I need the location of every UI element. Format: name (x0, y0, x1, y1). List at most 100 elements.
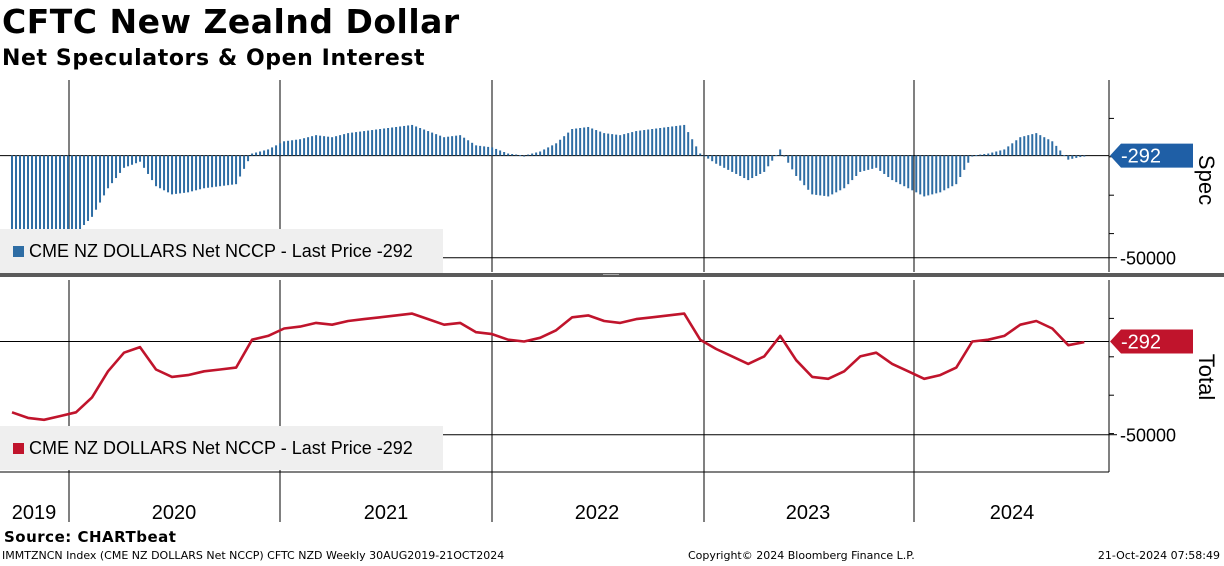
spec-bar (1035, 133, 1038, 156)
spec-bar (595, 130, 598, 156)
spec-bar (875, 155, 878, 168)
spec-bar (1019, 137, 1022, 156)
spec-bar (103, 155, 106, 196)
spec-bar (511, 154, 514, 156)
spec-bar (939, 155, 942, 193)
spec-bar (1027, 135, 1030, 156)
spec-bar (311, 136, 314, 156)
x-tick-label: 2022 (575, 502, 620, 524)
spec-bar (39, 155, 42, 241)
spec-bar (547, 147, 550, 156)
chart-title: CFTC New Zealnd Dollar (2, 2, 460, 41)
spec-bar (747, 155, 750, 181)
x-tick-label: 2020 (152, 502, 197, 524)
spec-bar (407, 125, 410, 156)
total-last-value-tag-text: -292 (1121, 332, 1161, 354)
spec-bar (775, 155, 778, 157)
spec-bar (83, 155, 86, 226)
spec-bar (495, 148, 498, 156)
total-last-value-tag-shape (1110, 329, 1193, 354)
spec-bar (999, 150, 1002, 156)
total-series-line (11, 312, 1085, 422)
spec-bar (991, 152, 994, 156)
spec-bar (723, 155, 726, 168)
spec-bar (779, 149, 782, 156)
spec-bar (259, 151, 262, 156)
total-legend-swatch (13, 443, 24, 454)
spec-bar (811, 155, 814, 195)
spec-bar (767, 155, 770, 167)
spec-bar (51, 155, 54, 240)
spec-bar (123, 155, 126, 168)
spec-bar (1047, 139, 1050, 156)
spec-bar (403, 125, 406, 156)
spec-bar (139, 155, 142, 162)
spec-bar (655, 128, 658, 156)
spec-bar (23, 155, 26, 238)
spec-bar (583, 127, 586, 156)
spec-bar (607, 133, 610, 156)
spec-bar (911, 155, 914, 191)
spec-bar (1007, 146, 1010, 156)
spec-bar (771, 155, 774, 161)
spec-bar (867, 155, 870, 170)
spec-bar (343, 134, 346, 156)
spec-bar (995, 151, 998, 156)
spec-bar (451, 136, 454, 156)
spec-bar (467, 140, 470, 156)
spec-bar (315, 135, 318, 156)
spec-bar (915, 155, 918, 193)
spec-bar (963, 155, 966, 170)
spec-bar (323, 136, 326, 156)
spec-bar (115, 155, 118, 179)
spec-bar (979, 154, 982, 156)
spec-bar (335, 136, 338, 156)
spec-bar (935, 155, 938, 194)
spec-bar (347, 133, 350, 156)
spec-bar (679, 125, 682, 156)
spec-bar (899, 155, 902, 185)
spec-bar (855, 155, 858, 176)
spec-bar (859, 155, 862, 172)
spec-bar (251, 153, 254, 156)
spec-bar (463, 137, 466, 156)
spec-bar (55, 155, 58, 239)
spec-bar (1003, 149, 1006, 156)
spec-bar (559, 139, 562, 156)
spec-bar (895, 155, 898, 183)
spec-bar (455, 135, 458, 156)
x-tick-label: 2024 (990, 502, 1035, 524)
spec-bar (159, 155, 162, 189)
spec-bar (131, 155, 134, 165)
spec-bar (967, 155, 970, 163)
spec-bar (363, 131, 366, 156)
spec-bar (95, 155, 98, 210)
spec-bar (819, 155, 822, 196)
spec-bar (1071, 155, 1074, 159)
total-legend: CME NZ DOLLARS Net NCCP - Last Price -29… (0, 426, 443, 470)
spec-bar (179, 155, 182, 194)
spec-bar (787, 155, 790, 163)
spec-bar (695, 146, 698, 156)
spec-bar (35, 155, 38, 241)
spec-bar (475, 145, 478, 156)
spec-bar (551, 145, 554, 156)
spec-bar (699, 153, 702, 156)
spec-last-value-tag-shape (1110, 143, 1193, 168)
spec-bar (15, 155, 18, 235)
spec-bar (1063, 155, 1066, 157)
spec-bar (151, 155, 154, 181)
spec-bar (675, 125, 678, 156)
spec-bar (1015, 140, 1018, 156)
spec-bar (391, 127, 394, 156)
spec-bar (799, 155, 802, 181)
spec-bar (119, 155, 122, 173)
spec-bar (927, 155, 930, 196)
total-ytick-label: -50000 (1120, 426, 1176, 446)
spec-bar (987, 153, 990, 156)
spec-bar (1059, 150, 1062, 156)
spec-bar (755, 155, 758, 176)
spec-bar (63, 155, 66, 237)
spec-bar (555, 143, 558, 156)
